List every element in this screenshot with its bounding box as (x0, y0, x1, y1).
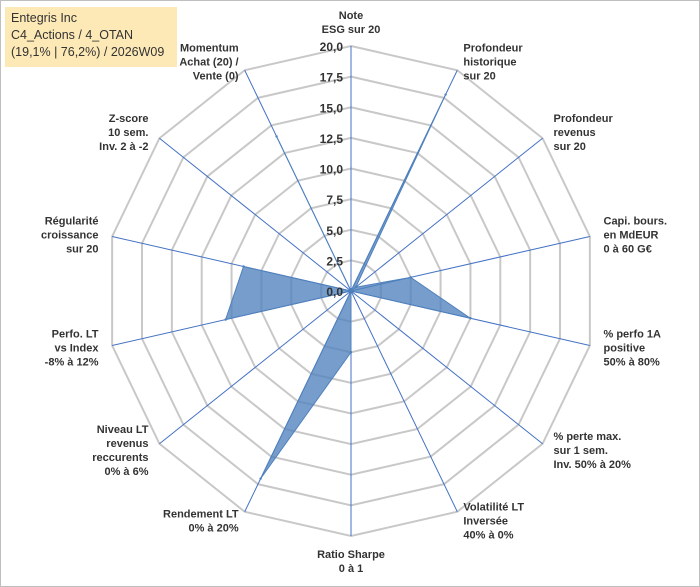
spoke-line (350, 137, 543, 292)
axis-label-line: Niveau LT (97, 424, 149, 436)
axis-label-line: -8% à 12% (45, 357, 99, 369)
axis-label: Z-score 10 sem. Inv. 2 à -2 (99, 113, 148, 153)
axis-label: % perfo 1A positive 50% à 80% (604, 329, 662, 369)
tick-label: 15,0 (320, 101, 344, 115)
axis-label-line: Inversée (463, 516, 508, 528)
data-point (242, 265, 245, 268)
axis-label-line: Rendement LT (163, 509, 239, 521)
axis-label-line: ESG sur 20 (322, 24, 381, 36)
tick-label: 5,0 (326, 224, 343, 238)
data-point (444, 93, 447, 96)
axis-label-line: sur 20 (553, 141, 585, 153)
axis-label-line: Inv. 50% à 20% (553, 459, 631, 471)
axis-label-line: croissance (41, 229, 98, 241)
axis-label-line: vs Index (54, 343, 99, 355)
axis-label-line: 10 sem. (108, 127, 148, 139)
tick-label: 0,0 (326, 285, 343, 299)
axis-label: Capi. bours. en MdEUR 0 à 60 G€ (604, 215, 668, 255)
data-point (224, 318, 227, 321)
axis-label: Niveau LT revenus reccurents 0% à 6% (92, 424, 149, 478)
axis-label-line: sur 1 sem. (553, 445, 607, 457)
axis-label: Volatilité LT Inversée 40% à 0% (463, 502, 524, 542)
axis-label-line: 0% à 20% (188, 523, 238, 535)
axis-label-line: reccurents (92, 452, 148, 464)
axis-label-line: sur 20 (66, 243, 98, 255)
title-line-stats: (19,1% | 76,2%) / 2026W09 (11, 45, 165, 59)
axis-label-line: historique (463, 56, 516, 68)
tick-label: 7,5 (326, 193, 343, 207)
spoke-line (159, 137, 352, 292)
tick-label: 20,0 (320, 40, 344, 54)
axis-label-line: Inv. 2 à -2 (99, 141, 148, 153)
axis-labels: Note ESG sur 20 Profondeur historique sur 20… (41, 10, 667, 575)
data-point (349, 351, 353, 354)
axis-label-line: Volatilité LT (463, 502, 524, 514)
tick-label: 12,5 (320, 132, 344, 146)
axis-label: Rendement LT 0% à 20% (163, 509, 239, 535)
tick-label: 2,5 (326, 254, 343, 268)
series-area (224, 94, 471, 479)
axis-label-line: en MdEUR (604, 229, 659, 241)
axis-label-line: 0 à 60 G€ (604, 243, 652, 255)
axis-label-line: Achat (20) / (179, 56, 238, 68)
axis-label-line: Capi. bours. (604, 215, 668, 227)
axis-label-line: % perfo 1A (604, 329, 662, 341)
axis-label-line: Note (339, 10, 363, 22)
data-point (354, 285, 357, 289)
radial-tick-labels: 0,0 2,5 5,0 7,5 10,0 12,5 15,0 17,5 20,0 (320, 40, 344, 299)
axis-label: Perfo. LT vs Index -8% à 12% (45, 329, 100, 369)
data-point (275, 135, 278, 138)
spoke-line (159, 290, 352, 445)
spoke-line (350, 290, 458, 512)
axis-label-line: Profondeur (553, 113, 613, 125)
axis-label-line: 0 à 1 (339, 563, 363, 575)
axis-label: Profondeur revenus sur 20 (553, 113, 613, 153)
data-point (469, 317, 472, 320)
axis-label-line: Perfo. LT (52, 329, 99, 341)
axis-label-line: Z-score (109, 113, 149, 125)
data-point (259, 477, 262, 480)
axis-label-line: Vente (0) (193, 70, 239, 82)
series-layer (224, 93, 472, 480)
axis-label-line: revenus (106, 438, 148, 450)
axis-label-line: 40% à 0% (463, 530, 513, 542)
spoke-line (350, 290, 543, 445)
axis-label-line: revenus (553, 127, 595, 139)
axis-label-line: 50% à 80% (604, 357, 660, 369)
axis-label-line: Momentum (180, 42, 239, 54)
chart-title: Entegris Inc C4_Actions / 4_OTAN (19,1% … (5, 7, 177, 67)
title-line-category: C4_Actions / 4_OTAN (11, 28, 134, 42)
data-point (409, 276, 412, 279)
title-line-company: Entegris Inc (11, 11, 78, 25)
axis-label-line: positive (604, 343, 646, 355)
data-point (349, 289, 353, 293)
tick-label: 10,0 (320, 163, 344, 177)
axis-label-line: 0% à 6% (104, 466, 148, 478)
axis-label: Note ESG sur 20 (322, 10, 381, 36)
tick-label: 17,5 (320, 71, 344, 85)
axis-label: Profondeur historique sur 20 (463, 42, 523, 82)
axis-label: Ratio Sharpe 0 à 1 (317, 549, 385, 575)
axis-label-line: Profondeur (463, 42, 523, 54)
axis-label: % perte max. sur 1 sem. Inv. 50% à 20% (553, 431, 631, 471)
axis-label: Momentum Achat (20) / Vente (0) (179, 42, 239, 82)
axis-label-line: Régularité (45, 215, 99, 227)
axis-label-line: Ratio Sharpe (317, 549, 385, 561)
axis-label-line: sur 20 (463, 70, 495, 82)
axis-label-line: % perte max. (553, 431, 621, 443)
axis-label: Régularité croissance sur 20 (41, 215, 98, 255)
